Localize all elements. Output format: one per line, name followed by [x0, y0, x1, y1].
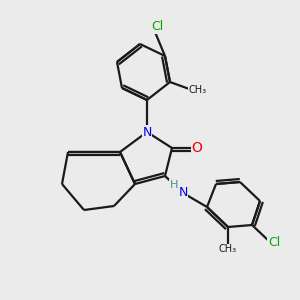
Text: Cl: Cl	[151, 20, 163, 34]
Text: N: N	[178, 185, 188, 199]
Text: CH₃: CH₃	[189, 85, 207, 95]
Text: CH₃: CH₃	[219, 244, 237, 254]
Text: O: O	[192, 141, 203, 155]
Text: H: H	[170, 180, 178, 190]
Text: Cl: Cl	[268, 236, 280, 250]
Text: N: N	[142, 125, 152, 139]
